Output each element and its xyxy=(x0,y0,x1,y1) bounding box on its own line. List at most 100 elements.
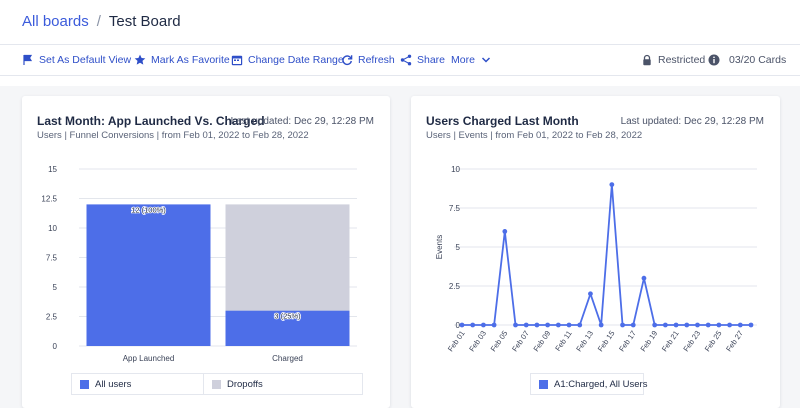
x-tick-label: Feb 17 xyxy=(617,329,638,353)
info-icon xyxy=(708,54,720,66)
data-point xyxy=(716,322,722,328)
y-tick-label: 7.5 xyxy=(449,204,461,213)
cards-count[interactable]: 03/20 Cards xyxy=(708,45,786,75)
y-tick-label: 5 xyxy=(53,283,58,292)
breadcrumb-separator: / xyxy=(96,13,101,30)
bar-dropoffs xyxy=(225,204,350,311)
restricted-indicator[interactable]: Restricted xyxy=(641,45,705,75)
set-default-view-button[interactable]: Set As Default View xyxy=(22,45,131,75)
y-tick-label: 2.5 xyxy=(449,282,461,291)
data-point xyxy=(662,322,668,328)
more-label: More xyxy=(451,54,475,66)
legend-label: Dropoffs xyxy=(227,378,263,390)
data-point xyxy=(748,322,754,328)
data-point xyxy=(673,322,679,328)
card-title[interactable]: Last Month: App Launched Vs. Charged xyxy=(37,114,265,128)
card-subtitle: Users | Events | from Feb 01, 2022 to Fe… xyxy=(426,130,643,141)
y-tick-label: 0 xyxy=(53,342,58,351)
legend-swatch xyxy=(212,379,221,389)
y-tick-label: 10 xyxy=(451,165,460,174)
data-point xyxy=(620,322,625,328)
last-updated: Last updated: Dec 29, 12:28 PM xyxy=(620,116,764,127)
x-tick-label: Feb 09 xyxy=(531,329,552,353)
funnel-card: Last Month: App Launched Vs. Charged Las… xyxy=(22,96,390,408)
data-point xyxy=(534,322,540,328)
y-axis-label: Events xyxy=(435,235,444,259)
x-tick-label: Feb 03 xyxy=(467,329,488,353)
data-point xyxy=(727,322,732,328)
x-tick-label: Feb 07 xyxy=(510,329,531,353)
legend-item-dropoffs[interactable]: Dropoffs xyxy=(204,374,271,394)
x-tick-label: Feb 25 xyxy=(703,329,724,353)
data-point xyxy=(523,322,529,328)
change-date-range-button[interactable]: Change Date Range xyxy=(231,45,344,75)
change-date-range-label: Change Date Range xyxy=(248,54,344,66)
x-tick-label: Charged xyxy=(272,354,303,363)
y-tick-label: 12.5 xyxy=(41,195,57,204)
lock-icon xyxy=(643,54,651,66)
share-icon xyxy=(400,54,412,66)
series-line xyxy=(462,183,751,326)
data-point xyxy=(459,322,465,328)
legend-item-charged[interactable]: A1:Charged, All Users xyxy=(531,374,655,394)
x-tick-label: Feb 01 xyxy=(446,329,467,353)
data-point xyxy=(470,322,476,328)
data-label: 3 (25%) xyxy=(274,312,301,321)
bar-all-users xyxy=(225,310,350,346)
data-point xyxy=(705,322,711,328)
more-dropdown[interactable]: More xyxy=(451,45,492,75)
y-tick-label: 10 xyxy=(48,224,57,233)
funnel-chart: 0 2.5 5 7.5 10 12.5 15 12 (100%) App Launched 3 (… xyxy=(41,165,357,363)
legend-swatch xyxy=(539,379,548,389)
data-point xyxy=(545,322,551,328)
data-point xyxy=(513,322,518,328)
x-tick-label: App Launched xyxy=(123,354,175,363)
y-tick-label: 2.5 xyxy=(46,313,58,322)
cards-count-label: 03/20 Cards xyxy=(729,54,787,66)
data-point xyxy=(588,291,593,297)
legend-label: A1:Charged, All Users xyxy=(554,378,648,390)
chart-legend: All users Dropoffs xyxy=(71,373,363,395)
toolbar: Set As Default View Mark As Favorite Cha… xyxy=(0,44,800,76)
x-tick-label: Feb 23 xyxy=(681,329,702,353)
page-title: Test Board xyxy=(108,13,181,30)
mark-as-favorite-label: Mark As Favorite xyxy=(151,54,230,66)
x-tick-label: Feb 15 xyxy=(596,329,617,353)
share-label: Share xyxy=(417,54,446,66)
card-title[interactable]: Users Charged Last Month xyxy=(426,114,579,128)
refresh-label: Refresh xyxy=(358,54,395,66)
legend-item-all-users[interactable]: All users xyxy=(72,374,204,394)
data-point xyxy=(577,322,583,328)
data-point xyxy=(630,322,636,328)
y-tick-label: 7.5 xyxy=(46,254,58,263)
data-point xyxy=(737,322,743,328)
data-point xyxy=(491,322,497,328)
set-default-view-label: Set As Default View xyxy=(39,54,132,66)
data-point xyxy=(684,322,690,328)
star-icon xyxy=(134,54,146,65)
y-tick-label: 15 xyxy=(48,165,57,174)
line-chart: 0 2.5 5 7.5 10 Events Feb 01 Feb 03 Feb 05 Feb 07… xyxy=(435,165,757,353)
x-tick-label: Feb 13 xyxy=(574,329,595,353)
data-point xyxy=(555,322,561,328)
mark-as-favorite-button[interactable]: Mark As Favorite xyxy=(134,45,230,75)
x-tick-label: Feb 19 xyxy=(639,329,660,353)
header: All boards / Test Board Set As Default V… xyxy=(0,0,800,86)
calendar-icon xyxy=(231,55,243,66)
legend-swatch xyxy=(80,379,89,389)
refresh-icon xyxy=(342,55,353,66)
data-label: 12 (100%) xyxy=(131,205,166,214)
data-point xyxy=(598,322,604,328)
chevron-down-icon xyxy=(481,57,490,63)
data-point xyxy=(502,229,508,234)
card-subtitle: Users | Funnel Conversions | from Feb 01… xyxy=(37,130,309,141)
data-point xyxy=(566,322,572,328)
data-point xyxy=(481,322,486,328)
breadcrumb-all-boards-link[interactable]: All boards xyxy=(22,13,89,30)
data-point xyxy=(695,322,700,328)
last-updated: Last updated: Dec 29, 12:28 PM xyxy=(230,116,374,127)
share-button[interactable]: Share xyxy=(400,45,445,75)
refresh-button[interactable]: Refresh xyxy=(341,45,395,75)
x-tick-label: Feb 11 xyxy=(553,329,573,353)
data-point xyxy=(641,275,647,281)
